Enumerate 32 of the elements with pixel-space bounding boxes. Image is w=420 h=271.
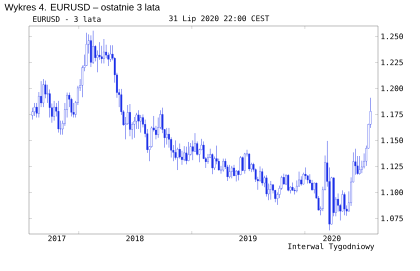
candlestick bbox=[244, 152, 246, 174]
chart-title: Wykres 4. EURUSD – ostatnie 3 lata bbox=[4, 4, 160, 12]
candlestick bbox=[292, 182, 294, 192]
candlestick bbox=[166, 128, 168, 145]
candlestick bbox=[110, 45, 112, 62]
candlestick bbox=[311, 180, 313, 192]
candlestick bbox=[103, 38, 105, 64]
candlestick bbox=[207, 154, 209, 164]
candlestick bbox=[296, 180, 298, 193]
candlestick bbox=[53, 100, 56, 121]
candlestick bbox=[242, 156, 244, 172]
candlestick bbox=[129, 104, 131, 136]
candlestick bbox=[138, 110, 140, 130]
candlestick bbox=[344, 192, 346, 216]
candlestick bbox=[287, 174, 290, 192]
candlestick bbox=[34, 102, 36, 116]
candlestick bbox=[31, 107, 34, 120]
candlestick bbox=[188, 142, 190, 162]
candlestick bbox=[185, 146, 188, 165]
candlestick bbox=[183, 146, 186, 162]
candlestick bbox=[92, 30, 94, 64]
candlestick bbox=[228, 164, 231, 179]
candlestick bbox=[222, 158, 224, 172]
candlestick bbox=[358, 156, 361, 175]
candlestick bbox=[261, 168, 264, 186]
candlestick bbox=[248, 153, 250, 172]
candlestick bbox=[230, 166, 233, 179]
candlestick bbox=[133, 116, 136, 138]
candlestick bbox=[42, 78, 44, 108]
candlestick bbox=[270, 180, 272, 200]
candlestick bbox=[57, 100, 60, 133]
candlestick bbox=[266, 175, 268, 197]
